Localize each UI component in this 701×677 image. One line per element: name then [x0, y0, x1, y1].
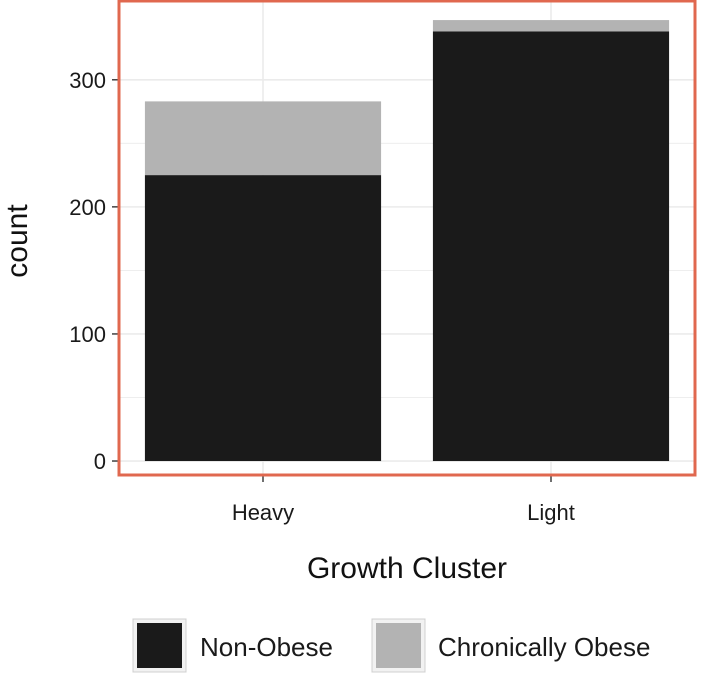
- legend: Non-Obese Chronically Obese: [132, 618, 650, 673]
- x-axis-title: Growth Cluster: [307, 552, 507, 585]
- y-tick-label: 200: [69, 195, 106, 220]
- bars: [144, 20, 670, 462]
- x-tick-label: Heavy: [232, 500, 294, 525]
- x-tick-labels: Heavy Light: [232, 500, 575, 525]
- y-tick-labels: 0 100 200 300: [69, 68, 106, 474]
- legend-label-chronically-obese: Chronically Obese: [438, 632, 650, 662]
- bar-light-non-obese: [432, 31, 670, 462]
- panel-border: [117, 0, 697, 477]
- y-tick-label: 300: [69, 68, 106, 93]
- y-tick-label: 100: [69, 322, 106, 347]
- bar-light-chronically-obese: [432, 20, 670, 32]
- legend-swatch-non-obese: [137, 623, 182, 668]
- legend-label-non-obese: Non-Obese: [200, 632, 333, 662]
- x-tick-label: Light: [527, 500, 575, 525]
- legend-swatch-chronically-obese: [376, 623, 421, 668]
- y-tick-label: 0: [94, 449, 106, 474]
- bar-heavy-non-obese: [144, 175, 382, 462]
- bar-heavy-chronically-obese: [144, 101, 382, 176]
- y-axis-title: count: [1, 204, 34, 278]
